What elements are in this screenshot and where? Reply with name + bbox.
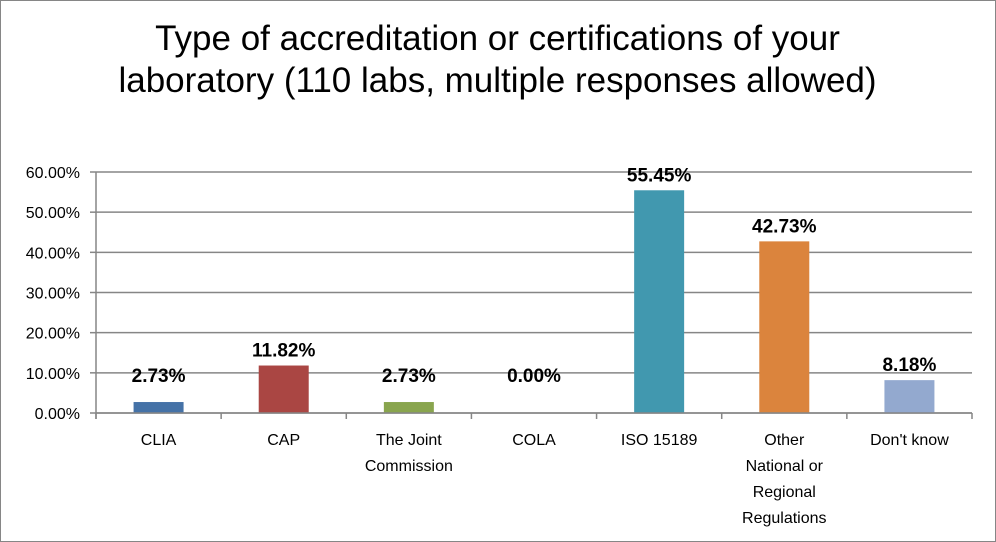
bar-7 <box>884 380 935 413</box>
x-tick-label: CAP <box>267 432 300 449</box>
bar-2 <box>258 365 309 413</box>
bar-1 <box>133 402 184 413</box>
data-label: 2.73% <box>382 366 436 387</box>
data-label: 8.18% <box>882 355 936 376</box>
data-label: 2.73% <box>132 366 186 387</box>
data-label: 55.45% <box>627 165 692 186</box>
data-label: 11.82% <box>252 341 315 362</box>
y-tick-label: 60.00% <box>26 165 80 182</box>
x-tick-label: Other National or Regional Regulations <box>742 432 827 527</box>
x-tick-label: ISO 15189 <box>621 432 698 449</box>
bar-6 <box>759 241 810 413</box>
y-tick-label: 40.00% <box>26 245 80 262</box>
x-tick-label: Don't know <box>870 432 949 449</box>
y-tick-label: 20.00% <box>26 326 80 343</box>
y-tick-label: 50.00% <box>26 205 80 222</box>
y-tick-label: 10.00% <box>26 366 80 383</box>
y-tick-label: 30.00% <box>26 286 80 303</box>
bar-3 <box>383 402 434 413</box>
x-tick-label: CLIA <box>141 432 177 449</box>
bar-5 <box>634 190 685 413</box>
x-tick-label: The Joint Commission <box>365 432 453 475</box>
y-tick-label: 0.00% <box>35 406 80 423</box>
chart-title: Type of accreditation or certifications … <box>118 19 877 100</box>
x-tick-label: COLA <box>512 432 556 449</box>
data-label: 42.73% <box>752 216 817 237</box>
data-label: 0.00% <box>507 366 561 387</box>
